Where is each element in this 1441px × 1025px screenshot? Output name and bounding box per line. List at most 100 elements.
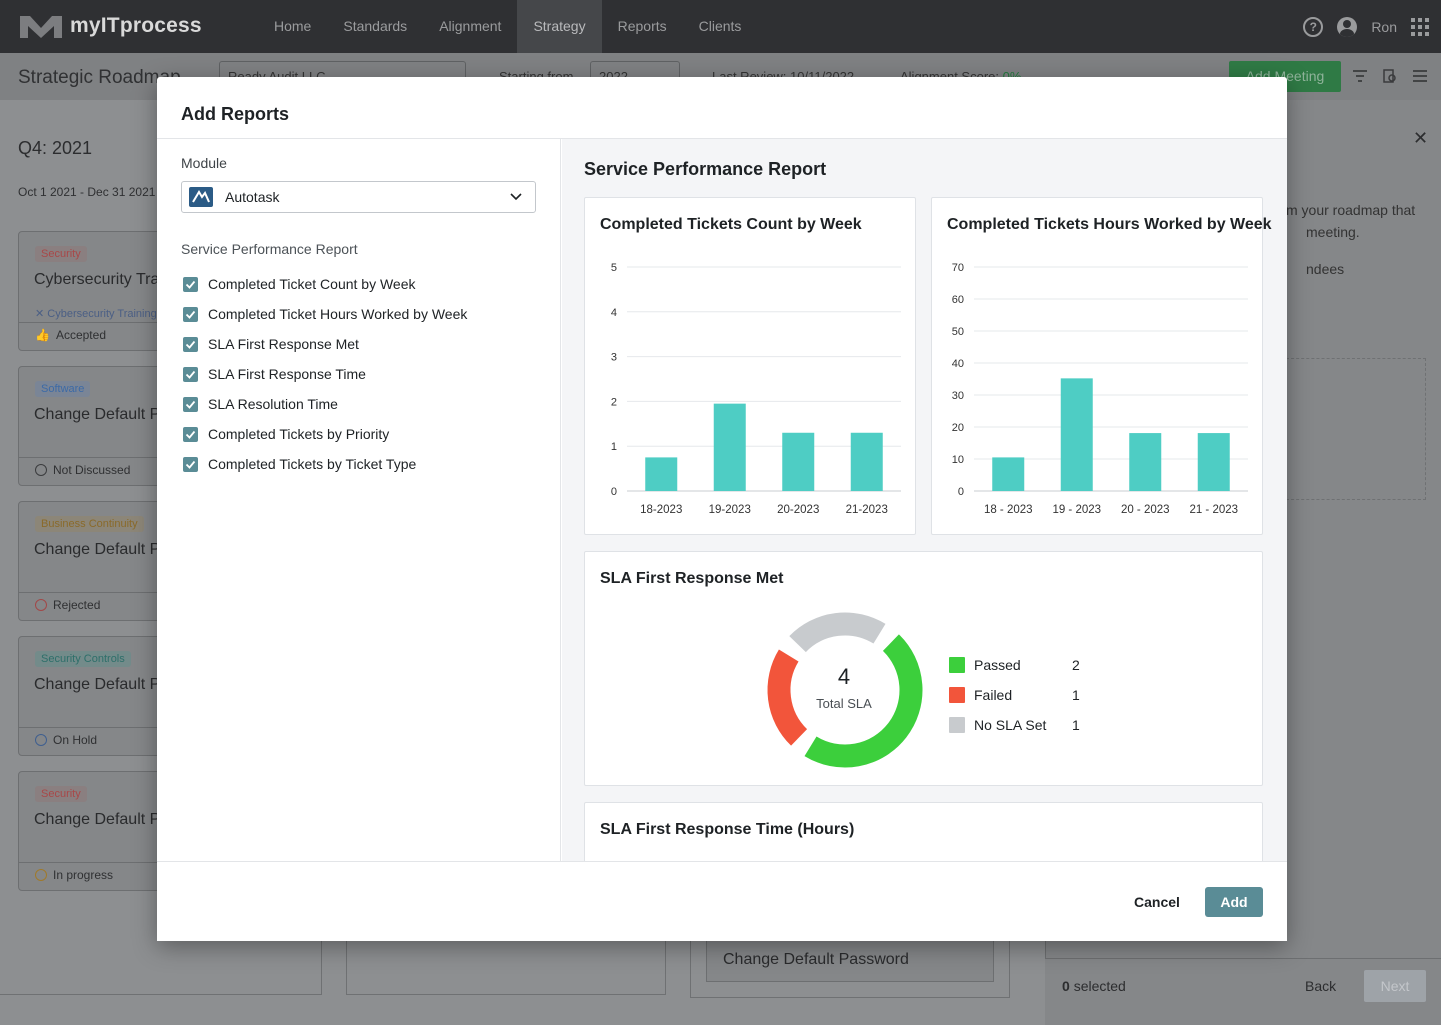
back-button[interactable]: Back — [1305, 978, 1337, 994]
y-tick-label: 0 — [611, 486, 617, 498]
option-label: Completed Tickets by Priority — [208, 426, 390, 442]
bar[interactable] — [645, 457, 678, 491]
checkbox-checked[interactable] — [183, 396, 198, 412]
initiative-card[interactable]: Security Cybersecurity Training ✕ Cybers… — [18, 231, 193, 351]
report-search-icon[interactable] — [1382, 69, 1398, 83]
card-status: 👍 Accepted — [35, 328, 106, 342]
checkbox-checked[interactable] — [183, 426, 198, 442]
legend-value: 1 — [1072, 717, 1080, 733]
y-tick-label: 40 — [952, 358, 964, 370]
next-button[interactable]: Next — [1364, 970, 1426, 1002]
checkbox-checked[interactable] — [183, 366, 198, 382]
report-option[interactable]: Completed Tickets by Priority — [183, 419, 467, 449]
report-option[interactable]: Completed Tickets by Ticket Type — [183, 449, 467, 479]
initiative-card[interactable]: Software Change Default Password Not Dis… — [18, 366, 220, 486]
option-label: SLA First Response Time — [208, 366, 366, 382]
report-section-label: Service Performance Report — [181, 241, 358, 257]
donut-slice[interactable] — [767, 649, 808, 746]
drop-zone[interactable] — [1286, 358, 1426, 500]
chart-title: Completed Tickets Hours Worked by Week — [947, 216, 1272, 233]
nav-clients[interactable]: Clients — [698, 18, 742, 34]
report-option[interactable]: SLA First Response Met — [183, 329, 467, 359]
nav-standards[interactable]: Standards — [343, 18, 408, 34]
card-status: Not Discussed — [35, 463, 130, 477]
checkbox-checked[interactable] — [183, 336, 198, 352]
y-tick-label: 30 — [952, 390, 964, 402]
card-subtitle: ✕ Cybersecurity Training — [35, 308, 157, 320]
report-option[interactable]: SLA First Response Time — [183, 359, 467, 389]
page-title: Strategic Roadmap — [18, 67, 181, 88]
bar[interactable] — [1129, 433, 1162, 491]
chart-title: SLA First Response Met — [600, 570, 784, 587]
initiative-card[interactable]: Change Default Password — [706, 940, 994, 982]
nav-home[interactable]: Home — [274, 18, 312, 34]
category-tag: Business Continuity — [35, 516, 144, 532]
hours-worked-chart-card: Completed Tickets Hours Worked by Week 0… — [931, 197, 1272, 535]
category-tag: Software — [35, 381, 91, 397]
checkbox-checked[interactable] — [183, 306, 198, 322]
app-logo[interactable]: myITprocess — [18, 12, 202, 40]
report-option[interactable]: SLA Resolution Time — [183, 389, 467, 419]
selected-count: 0 selected — [1062, 978, 1126, 994]
initiative-card[interactable]: Security Controls Change Default Passwor… — [18, 636, 220, 756]
add-button[interactable]: Add — [1205, 887, 1263, 917]
report-options-pane: Module Autotask Service Performance Repo… — [157, 139, 561, 861]
panel-footer: 0 selected Back Next — [1045, 958, 1441, 1025]
legend-swatch — [949, 717, 965, 733]
card-status: Rejected — [35, 598, 100, 612]
chart-title: SLA First Response Time (Hours) — [600, 821, 855, 838]
bar[interactable] — [992, 457, 1025, 491]
close-panel-icon[interactable]: ✕ — [1413, 128, 1429, 148]
checkbox-checked[interactable] — [183, 456, 198, 472]
nav-reports[interactable]: Reports — [617, 18, 667, 34]
top-navigation-bar: myITprocess Home Standards Alignment Str… — [0, 0, 1441, 53]
legend-label: No SLA Set — [974, 717, 1047, 733]
category-tag: Security — [35, 246, 87, 262]
report-option[interactable]: Completed Ticket Hours Worked by Week — [183, 299, 467, 329]
x-tick-label: 20-2023 — [777, 504, 819, 516]
on-hold-icon — [35, 734, 47, 746]
y-tick-label: 1 — [611, 441, 617, 453]
module-select[interactable]: Autotask — [181, 181, 536, 213]
autotask-logo-icon — [189, 187, 213, 207]
option-label: SLA Resolution Time — [208, 396, 338, 412]
legend-label: Passed — [974, 657, 1021, 673]
menu-icon[interactable] — [1412, 69, 1428, 83]
cancel-button[interactable]: Cancel — [1134, 894, 1180, 910]
x-tick-label: 18-2023 — [640, 504, 682, 516]
bar[interactable] — [713, 403, 746, 491]
legend-item: No SLA Set 1 — [949, 710, 1080, 740]
checkbox-checked[interactable] — [183, 276, 198, 292]
report-preview-pane[interactable]: Service Performance Report Completed Tic… — [562, 139, 1287, 861]
initiative-card[interactable]: Security Change Default Password In prog… — [18, 771, 220, 891]
bar[interactable] — [782, 432, 815, 491]
rejected-icon — [35, 599, 47, 611]
apps-grid-icon[interactable] — [1411, 17, 1429, 36]
initiative-card[interactable]: Business Continuity Change Default Passw… — [18, 501, 220, 621]
bar[interactable] — [1197, 433, 1230, 491]
modal-title: Add Reports — [181, 104, 289, 124]
legend-swatch — [949, 657, 965, 673]
logo-mark-icon — [20, 16, 62, 38]
report-option[interactable]: Completed Ticket Count by Week — [183, 269, 467, 299]
y-tick-label: 70 — [952, 262, 964, 274]
bar[interactable] — [1060, 378, 1093, 491]
donut-total-value: 4 — [837, 664, 851, 689]
legend-swatch — [949, 687, 965, 703]
bar[interactable] — [850, 432, 883, 491]
user-name[interactable]: Ron — [1371, 18, 1397, 35]
donut-slice[interactable] — [804, 634, 923, 768]
legend-value: 1 — [1072, 687, 1080, 703]
nav-strategy[interactable]: Strategy — [517, 0, 602, 53]
help-icon[interactable]: ? — [1303, 16, 1324, 37]
hours-worked-bar-chart: 0 10 20 30 40 50 60 70 18 - 2023 19 - 2023 20 - 20… — [952, 262, 1248, 516]
donut-slice[interactable] — [789, 612, 886, 653]
x-tick-label: 19 - 2023 — [1052, 504, 1101, 516]
card-status: On Hold — [35, 733, 97, 747]
nav-alignment[interactable]: Alignment — [439, 18, 502, 34]
filter-icon[interactable] — [1352, 69, 1368, 83]
option-label: Completed Ticket Count by Week — [208, 276, 416, 292]
chevron-down-icon — [510, 193, 522, 201]
user-avatar-icon[interactable] — [1337, 16, 1358, 37]
category-tag: Security Controls — [35, 651, 131, 667]
